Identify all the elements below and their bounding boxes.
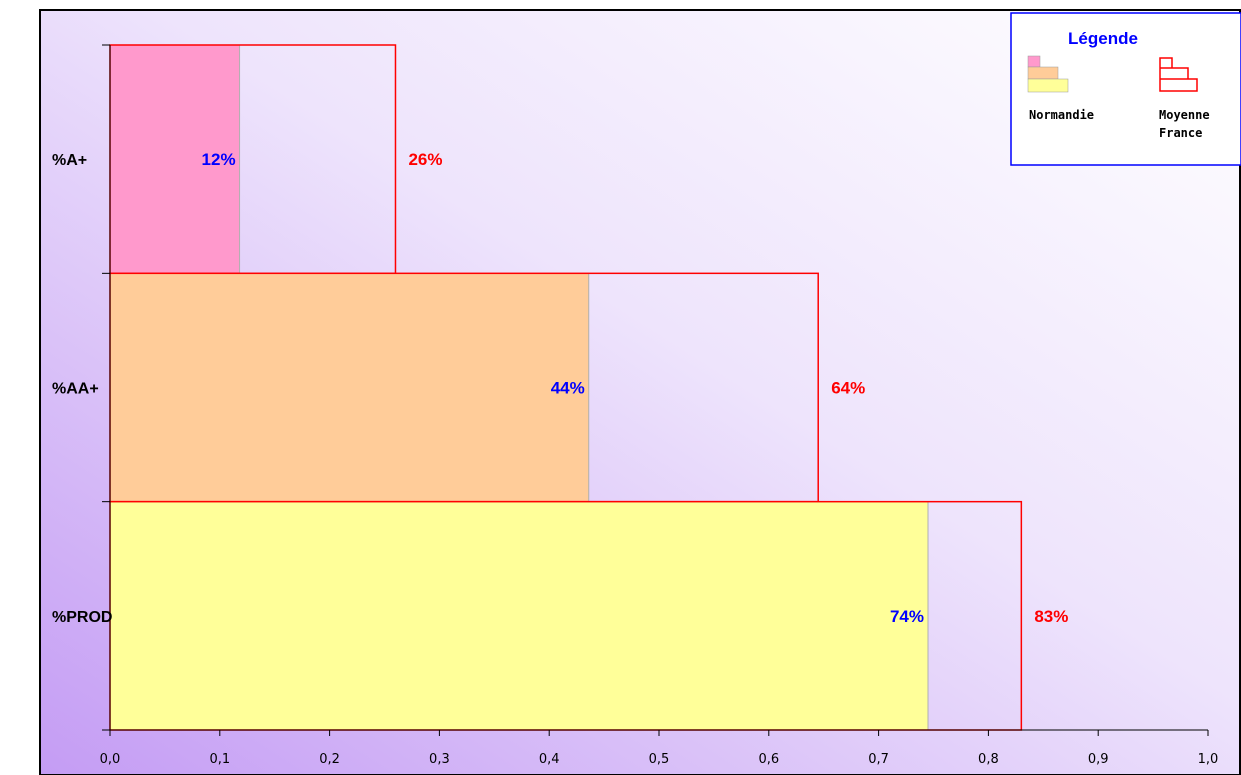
legend-france-label-2: France [1159, 126, 1202, 140]
x-tick-label-3: 0,3 [429, 752, 450, 767]
category-label-2: %PROD [52, 609, 112, 626]
legend-normandie-label: Normandie [1029, 108, 1094, 122]
label-france-1: 64% [831, 379, 865, 398]
legend-swatch-prod [1027, 78, 1069, 93]
axes-layer: 0,0 0,1 0,2 0,3 0,4 0,5 0,6 0,7 0,8 0,9 1,0 [100, 44, 1219, 767]
bar-normandie-1 [109, 272, 590, 503]
legend-outline-icon [1159, 57, 1198, 92]
x-tick-label-2: 0,2 [319, 752, 340, 767]
x-tick-label-5: 0,5 [649, 752, 670, 767]
label-normandie-0: 12% [202, 150, 236, 169]
category-label-1: %AA+ [52, 381, 99, 398]
labels-layer: %A+ 12% 26% %AA+ 44% 64% %PROD 74% 83% [52, 150, 1068, 626]
label-normandie-2: 74% [890, 607, 924, 626]
x-tick-label-10: 1,0 [1198, 752, 1219, 767]
bars-layer [109, 44, 1023, 731]
legend-france-label-1: Moyenne [1159, 108, 1210, 122]
x-tick-label-8: 0,8 [978, 752, 999, 767]
label-france-0: 26% [408, 150, 442, 169]
legend-swatch-a [1027, 55, 1041, 68]
category-label-0: %A+ [52, 152, 87, 169]
legend-title: Légende [1068, 29, 1138, 48]
x-tick-label-0: 0,0 [100, 752, 121, 767]
x-tick-label-4: 0,4 [539, 752, 560, 767]
x-tick-label-6: 0,6 [758, 752, 779, 767]
x-tick-label-9: 0,9 [1088, 752, 1109, 767]
x-tick-label-1: 0,1 [209, 752, 230, 767]
legend: Légende Normandie Moyenne France [1010, 12, 1241, 166]
bar-normandie-0 [109, 44, 241, 274]
bar-normandie-2 [109, 501, 929, 731]
legend-swatch-aa [1027, 66, 1059, 80]
label-france-2: 83% [1034, 607, 1068, 626]
label-normandie-1: 44% [551, 379, 585, 398]
x-tick-label-7: 0,7 [868, 752, 889, 767]
